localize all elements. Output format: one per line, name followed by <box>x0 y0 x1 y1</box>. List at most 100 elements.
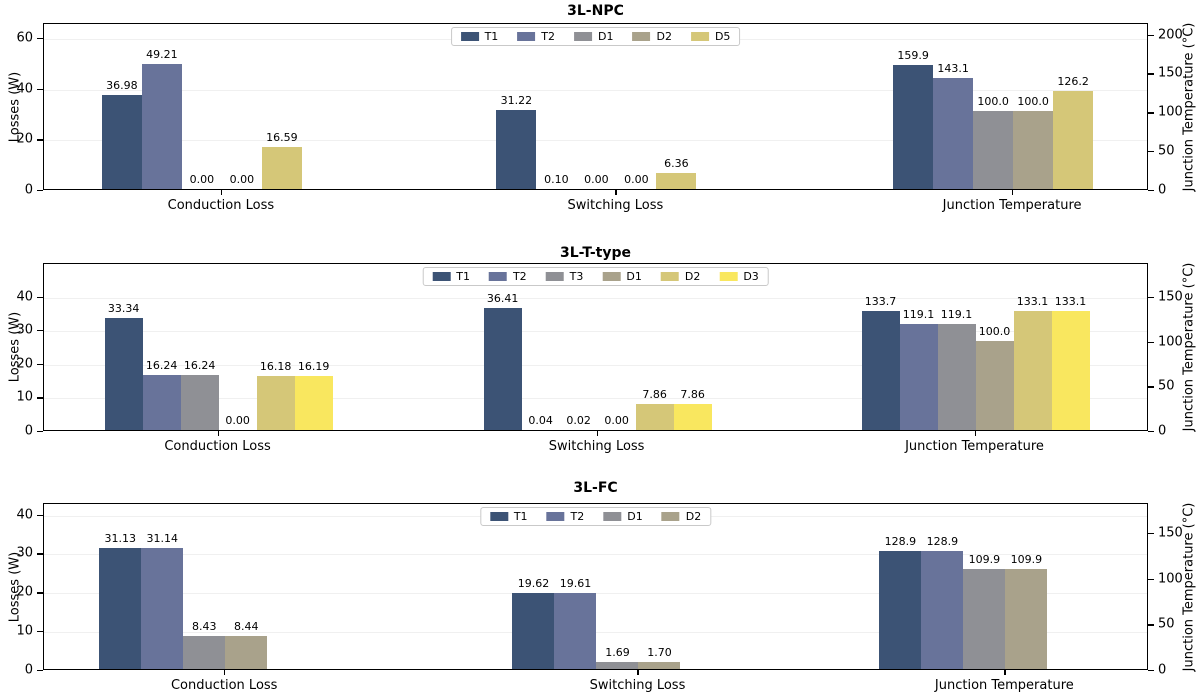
plot-area: 36.98 49.21 0.00 0.00 16.59 31.22 0.10 0.00 0.00… <box>43 23 1148 190</box>
bar-value-label: 0.00 <box>189 173 215 186</box>
bar-value-label: 31.13 <box>104 532 136 546</box>
legend-label: T1 <box>513 510 528 523</box>
legend-swatch <box>719 272 738 281</box>
legend-item: T2 <box>546 511 584 522</box>
y-tick-mark-right <box>1148 624 1154 626</box>
x-axis-tick-label: Switching Loss <box>589 678 686 693</box>
gridline <box>44 297 1147 299</box>
bar <box>1053 90 1094 189</box>
bar <box>1013 311 1052 430</box>
bar <box>104 317 143 430</box>
y-axis-tick-label-left: 0 <box>24 182 33 198</box>
legend-swatch <box>460 32 479 41</box>
legend-item: D2 <box>660 271 700 282</box>
legend-item: T3 <box>545 270 584 283</box>
bar <box>1051 311 1090 430</box>
y-axis-tick-label-left: 30 <box>16 545 33 561</box>
legend-item: D1 <box>574 31 613 42</box>
bar-value-label: 100.0 <box>1017 95 1049 109</box>
x-axis-tick-label: Switching Loss <box>567 198 664 213</box>
bar-value-label: 143.1 <box>937 61 969 75</box>
legend-item: D3 <box>719 271 759 282</box>
y-tick-mark-right <box>1148 578 1154 580</box>
bar-value-label: 19.61 <box>559 576 592 590</box>
y-axis-tick-label-right: 150 <box>1158 65 1183 81</box>
x-axis-tick-label: Junction Temperature <box>942 198 1082 213</box>
bar-value-label: 0.00 <box>604 414 629 427</box>
bar <box>256 375 295 430</box>
legend-label: T3 <box>569 270 584 283</box>
chart-row: 3L-FC 31.13 31.14 8.43 8.44 19.62 19.61 1.69 1.7… <box>0 466 1200 700</box>
bar <box>142 375 181 430</box>
x-tick-mark <box>615 190 617 195</box>
bar <box>937 323 976 430</box>
legend-item: D2 <box>661 511 701 522</box>
x-axis-tick-label: Junction Temperature <box>905 439 1044 454</box>
bar-value-label: 133.7 <box>864 294 897 308</box>
bar <box>1013 111 1054 189</box>
y-tick-mark-right <box>1148 112 1154 114</box>
y-tick-mark-left <box>37 330 43 332</box>
y-tick-mark-right <box>1148 341 1154 343</box>
bar-value-label: 0.02 <box>566 413 591 427</box>
chart-row: 3L-T-type 33.34 16.24 16.24 0.00 16.18 16.19 36… <box>0 233 1200 466</box>
y-tick-mark-left <box>37 363 43 365</box>
x-tick-mark <box>596 431 598 436</box>
bar <box>183 636 226 669</box>
bar-value-label: 119.1 <box>902 307 935 321</box>
gridline <box>44 364 1147 366</box>
bar <box>496 110 537 189</box>
y-axis-tick-label-right: 150 <box>1158 289 1183 305</box>
bar-value-label: 0.04 <box>528 413 553 427</box>
bar <box>141 548 184 669</box>
legend-item: T1 <box>489 510 528 523</box>
legend-swatch <box>574 32 593 41</box>
legend-item: D5 <box>690 30 731 43</box>
y-tick-mark-left <box>37 397 43 399</box>
bar-value-label: 1.69 <box>605 646 630 660</box>
y-axis-label-left: Losses (W) <box>7 551 23 622</box>
x-tick-mark <box>217 431 219 436</box>
y-axis-tick-label-left: 20 <box>16 131 33 147</box>
bar-value-label: 31.22 <box>500 94 533 108</box>
legend-label: T1 <box>456 270 470 283</box>
bar <box>638 662 681 669</box>
bar <box>99 548 142 669</box>
bar <box>554 592 597 669</box>
y-tick-mark-left <box>37 514 43 516</box>
y-axis-tick-label-right: 50 <box>1158 378 1175 394</box>
bar <box>596 662 639 669</box>
y-tick-mark-right <box>1148 533 1154 535</box>
legend-item: D2 <box>632 31 672 42</box>
y-tick-mark-right <box>1148 296 1154 299</box>
y-axis-tick-label-right: 0 <box>1158 182 1167 198</box>
x-tick-mark <box>1012 190 1014 195</box>
bar <box>933 77 974 189</box>
legend-label: D5 <box>714 30 731 43</box>
legend-label: T2 <box>541 30 556 43</box>
bar-value-label: 16.24 <box>145 359 178 373</box>
y-axis-label-left: Losses (W) <box>7 71 23 142</box>
y-tick-mark-right <box>1148 431 1154 433</box>
bar <box>975 340 1014 430</box>
y-axis-tick-label-right: 100 <box>1158 334 1183 350</box>
legend-swatch <box>690 32 709 41</box>
y-axis-label-right: Junction Temperature (°C) <box>1181 502 1197 671</box>
bar-value-label: 33.34 <box>107 301 140 315</box>
bar-value-label: 36.98 <box>106 79 138 93</box>
x-tick-mark <box>1004 670 1006 675</box>
bar-value-label: 49.21 <box>146 48 178 62</box>
bar <box>101 95 142 189</box>
y-axis-tick-label-left: 20 <box>16 584 33 600</box>
bar-value-label: 8.43 <box>191 620 217 634</box>
bar <box>899 323 938 430</box>
bar <box>893 64 934 189</box>
y-axis-tick-label-right: 200 <box>1158 27 1183 43</box>
bar-value-label: 6.36 <box>664 156 689 170</box>
bar <box>973 111 1014 189</box>
legend-label: D1 <box>626 270 642 283</box>
legend-swatch <box>660 272 679 281</box>
legend-item: D1 <box>602 270 642 283</box>
bar-value-label: 109.9 <box>1010 552 1043 566</box>
